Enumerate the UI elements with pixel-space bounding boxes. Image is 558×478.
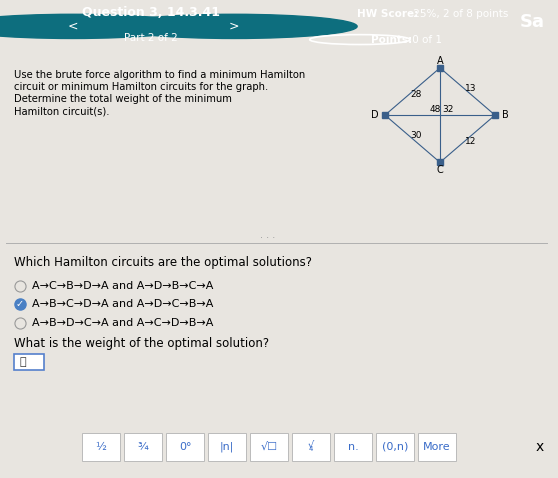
FancyBboxPatch shape [14, 354, 44, 370]
Text: HW Score:: HW Score: [357, 9, 418, 19]
FancyBboxPatch shape [376, 433, 414, 461]
Text: Question 3, 14.3.41: Question 3, 14.3.41 [81, 6, 220, 19]
Text: Points:: Points: [371, 34, 412, 44]
Text: 0°: 0° [179, 442, 191, 452]
Text: 0 of 1: 0 of 1 [409, 34, 442, 44]
Text: circuit or minimum Hamilton circuits for the graph.: circuit or minimum Hamilton circuits for… [14, 83, 268, 92]
Text: D: D [371, 110, 379, 120]
Text: n.: n. [348, 442, 358, 452]
Text: A→B→D→C→A and A→C→D→B→A: A→B→D→C→A and A→C→D→B→A [32, 318, 213, 328]
Text: ⮨: ⮨ [19, 357, 26, 367]
Text: 13: 13 [465, 84, 477, 93]
Text: Hamilton circuit(s).: Hamilton circuit(s). [14, 107, 109, 117]
Text: (0,n): (0,n) [382, 442, 408, 452]
Text: What is the weight of the optimal solution?: What is the weight of the optimal soluti… [14, 337, 269, 350]
Text: Part 2 of 2: Part 2 of 2 [124, 33, 177, 43]
Text: Use the brute force algorithm to find a minimum Hamilton: Use the brute force algorithm to find a … [14, 70, 305, 80]
Circle shape [112, 14, 357, 39]
FancyBboxPatch shape [292, 433, 330, 461]
Text: 48: 48 [429, 106, 441, 114]
Text: 4: 4 [309, 446, 313, 452]
Text: <: < [68, 20, 78, 33]
Text: C: C [436, 165, 444, 175]
Text: . . .: . . . [260, 230, 276, 240]
Text: √☐: √☐ [261, 442, 277, 452]
Text: ½: ½ [95, 442, 107, 452]
Text: 32: 32 [442, 106, 454, 114]
Text: >: > [229, 20, 239, 33]
FancyBboxPatch shape [334, 433, 372, 461]
Text: ¾: ¾ [138, 442, 148, 452]
Text: 30: 30 [410, 131, 422, 141]
Text: Which Hamilton circuits are the optimal solutions?: Which Hamilton circuits are the optimal … [14, 256, 312, 269]
FancyBboxPatch shape [418, 433, 456, 461]
Text: ✓: ✓ [16, 300, 24, 309]
Text: Sa: Sa [519, 13, 545, 31]
Text: Determine the total weight of the minimum: Determine the total weight of the minimu… [14, 95, 232, 105]
Text: A→B→C→D→A and A→D→C→B→A: A→B→C→D→A and A→D→C→B→A [32, 300, 213, 309]
Text: A: A [437, 56, 443, 66]
FancyBboxPatch shape [82, 433, 120, 461]
Text: 25%, 2 of 8 points: 25%, 2 of 8 points [410, 9, 508, 19]
FancyBboxPatch shape [124, 433, 162, 461]
Text: 12: 12 [465, 137, 477, 146]
Circle shape [0, 14, 195, 39]
Text: B: B [502, 110, 508, 120]
Text: More: More [423, 442, 451, 452]
FancyBboxPatch shape [250, 433, 288, 461]
Text: |n|: |n| [220, 442, 234, 452]
Text: A→C→B→D→A and A→D→B→C→A: A→C→B→D→A and A→D→B→C→A [32, 281, 213, 291]
FancyBboxPatch shape [166, 433, 204, 461]
Text: x: x [536, 440, 544, 454]
FancyBboxPatch shape [208, 433, 246, 461]
Text: 28: 28 [410, 90, 422, 99]
Text: √: √ [308, 440, 314, 450]
